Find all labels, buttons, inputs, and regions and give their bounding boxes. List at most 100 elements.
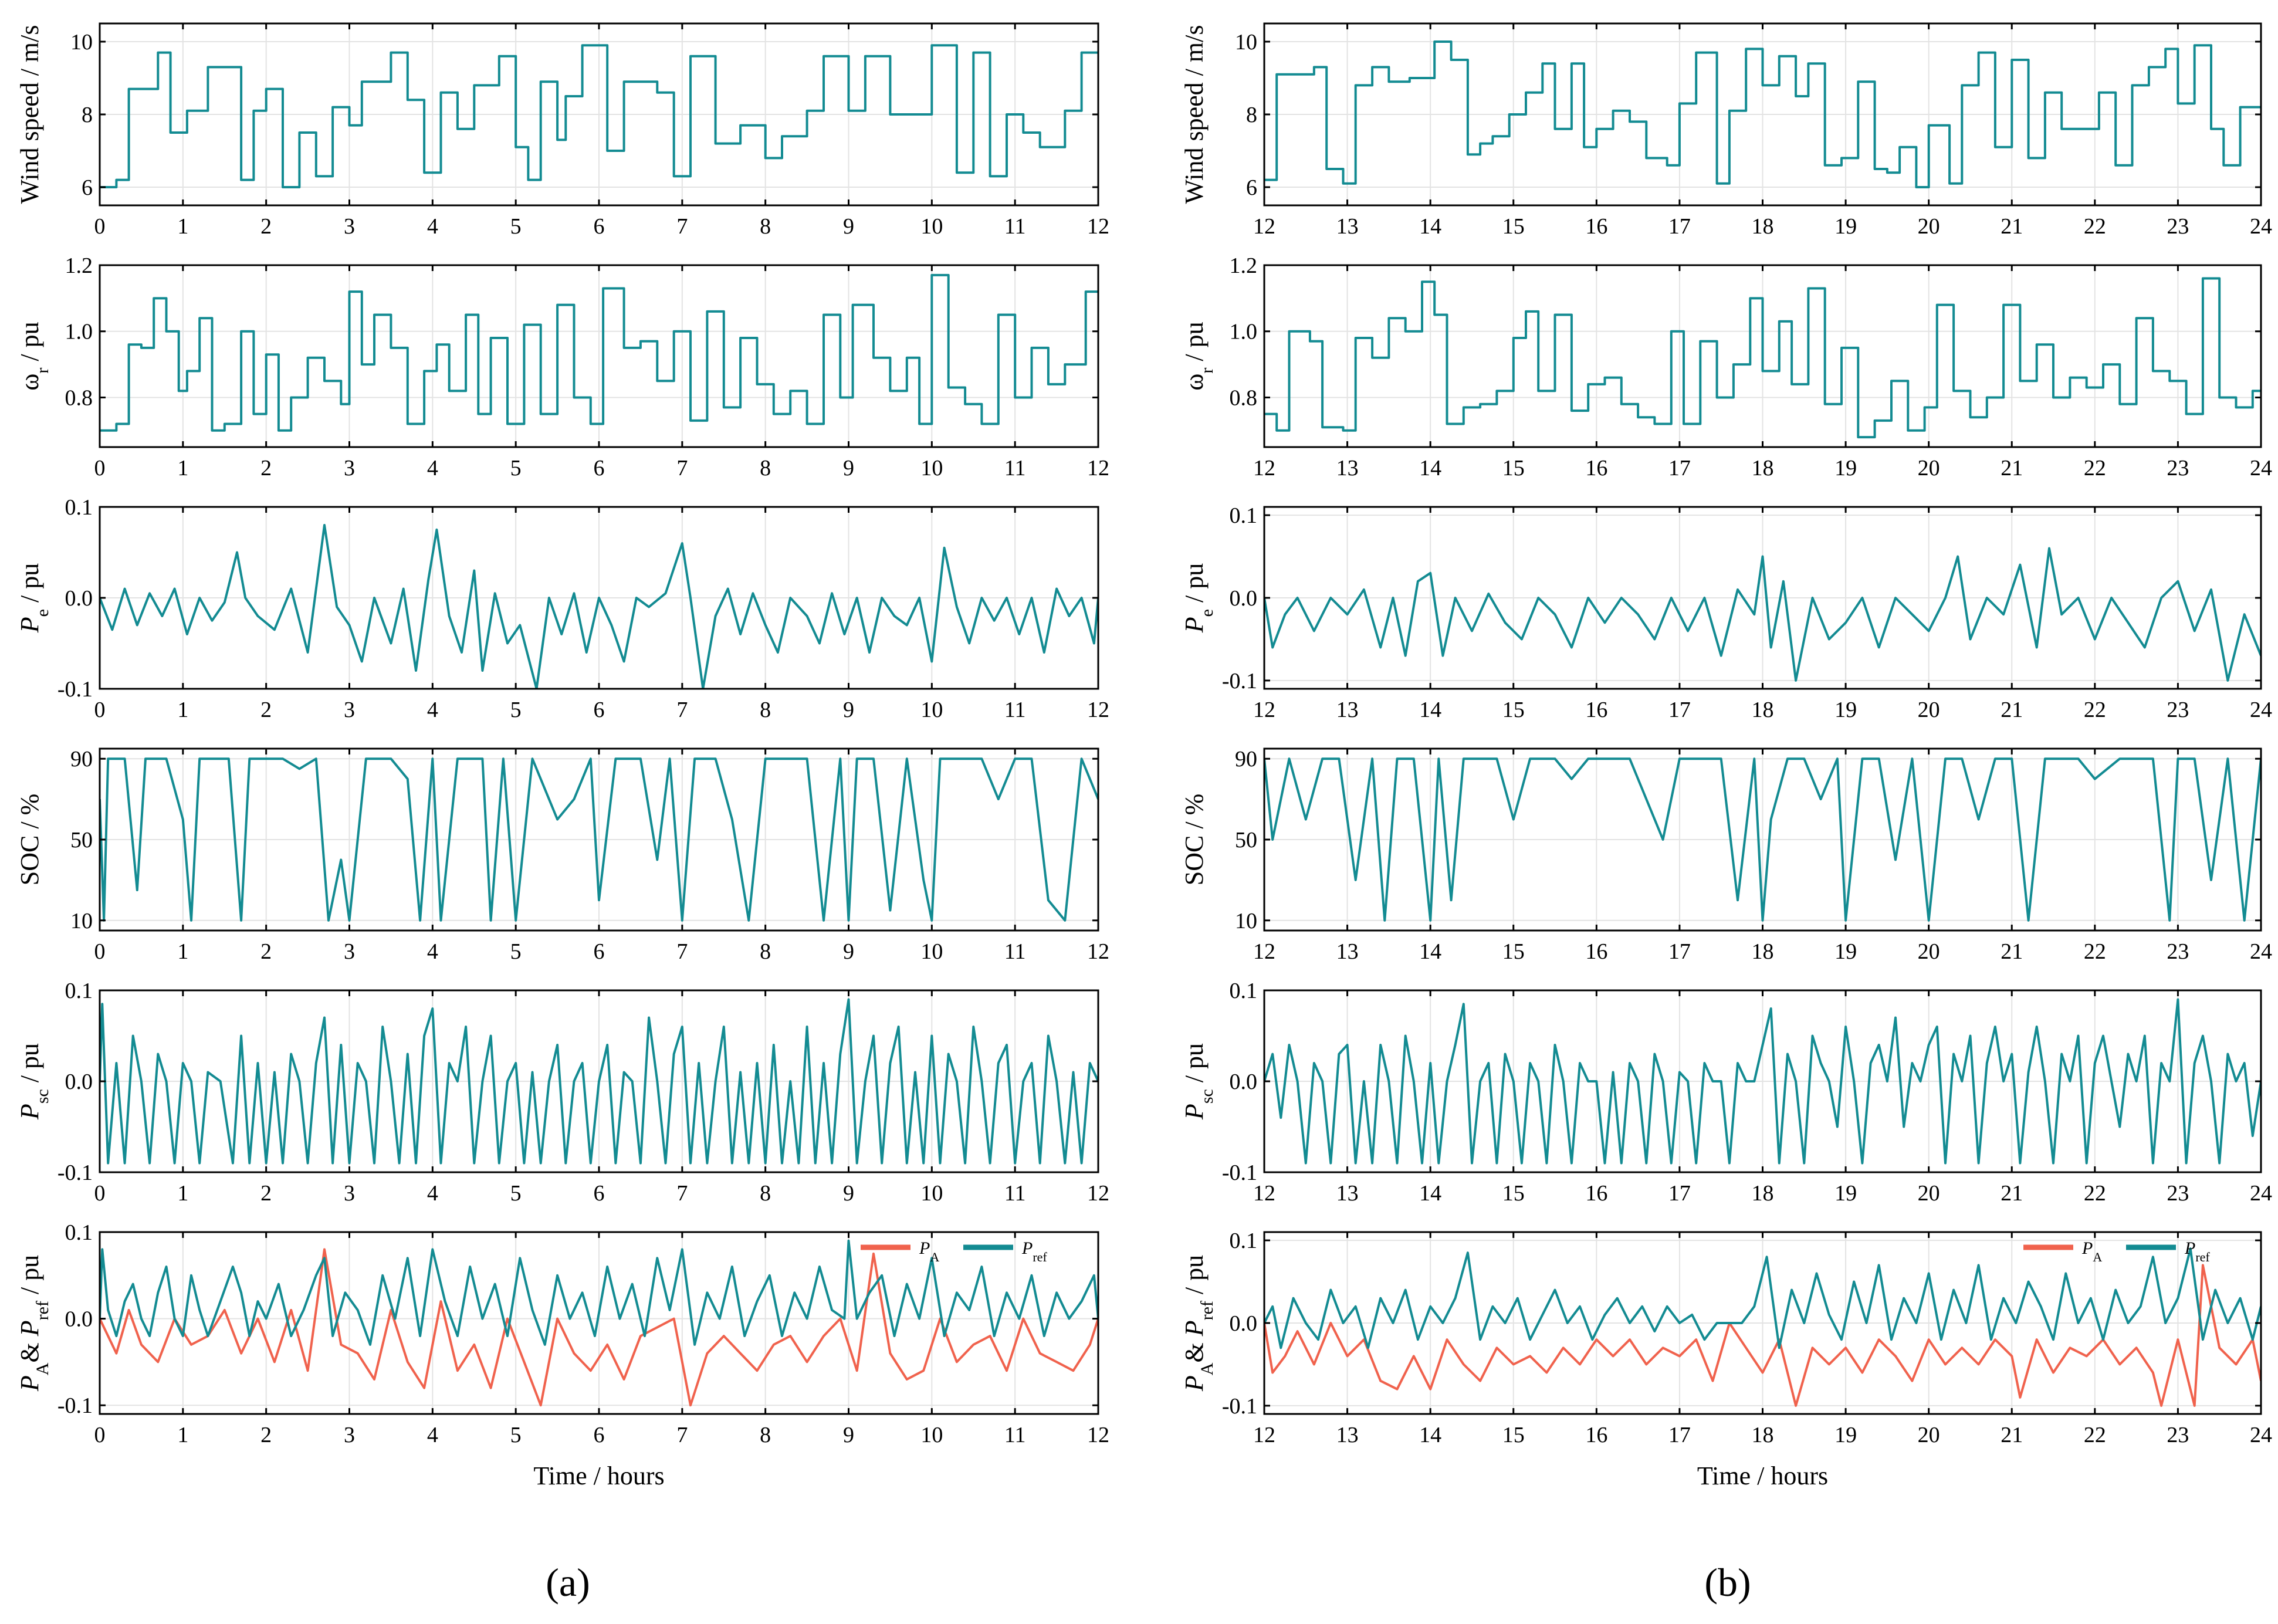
x-tick-label: 17 xyxy=(1668,214,1691,239)
chart-b-2: 12 13 14 15 16 17 18 19 20 21 22 23 24 0.8 1.0 1.2 ωr / … xyxy=(1180,253,2272,481)
x-tick-label: 11 xyxy=(1004,1181,1026,1206)
x-tick-label: 18 xyxy=(1752,214,1774,239)
x-tick-label: 24 xyxy=(2250,1181,2272,1206)
x-tick-label: 0 xyxy=(94,1423,106,1447)
x-tick-label: 19 xyxy=(1834,214,1857,239)
y-tick-label: 10 xyxy=(70,909,93,933)
y-axis-label: Psc / pu xyxy=(1180,1043,1217,1120)
x-tick-label: 17 xyxy=(1668,939,1691,964)
x-tick-label: 24 xyxy=(2250,698,2272,722)
x-tick-label: 12 xyxy=(1087,939,1109,964)
y-tick-label: 1.2 xyxy=(1230,253,1258,278)
x-tick-label: 11 xyxy=(1004,456,1026,481)
x-tick-label: 23 xyxy=(2167,214,2189,239)
x-tick-label: 12 xyxy=(1253,214,1275,239)
x-tick-label: 24 xyxy=(2250,1423,2272,1447)
y-tick-label: 6 xyxy=(82,175,93,200)
x-tick-label: 22 xyxy=(2084,698,2106,722)
x-tick-label: 4 xyxy=(427,939,438,964)
x-tick-label: 0 xyxy=(94,1181,106,1206)
x-tick-label: 7 xyxy=(676,939,688,964)
x-tick-label: 1 xyxy=(177,456,188,481)
x-tick-label: 24 xyxy=(2250,939,2272,964)
x-tick-label: 4 xyxy=(427,456,438,481)
y-tick-label: 0.8 xyxy=(65,385,93,410)
y-tick-label: 1.2 xyxy=(65,253,93,278)
x-tick-label: 21 xyxy=(2001,214,2023,239)
y-axis-label: PA& Pref / pu xyxy=(15,1255,52,1392)
x-tick-label: 22 xyxy=(2084,214,2106,239)
y-tick-label: 1.0 xyxy=(1230,320,1258,344)
x-tick-label: 17 xyxy=(1668,698,1691,722)
x-tick-label: 1 xyxy=(177,214,188,239)
x-tick-label: 6 xyxy=(594,456,605,481)
y-axis-label: Pe / pu xyxy=(15,563,52,633)
x-tick-label: 4 xyxy=(427,214,438,239)
series-line-pe xyxy=(100,524,1098,689)
series-line-soc xyxy=(1264,757,2261,922)
x-tick-label: 15 xyxy=(1502,456,1525,481)
y-tick-label: 0.1 xyxy=(1230,979,1258,1003)
y-tick-label: 0.8 xyxy=(1230,385,1258,410)
x-tick-label: 17 xyxy=(1668,1423,1691,1447)
x-tick-label: 2 xyxy=(260,456,272,481)
chart-b-4: 12 13 14 15 16 17 18 19 20 21 22 23 24 10 50 90 SOC / % xyxy=(1180,747,2272,964)
y-tick-label: -0.1 xyxy=(57,677,93,702)
x-tick-label: 15 xyxy=(1502,1423,1525,1447)
x-tick-label: 19 xyxy=(1834,1423,1857,1447)
y-tick-label: 0.0 xyxy=(1230,1070,1258,1094)
y-tick-label: 0.1 xyxy=(1230,503,1258,528)
series-line-pa xyxy=(100,1248,1098,1407)
x-tick-label: 19 xyxy=(1834,1181,1857,1206)
x-tick-label: 15 xyxy=(1502,698,1525,722)
x-tick-label: 11 xyxy=(1004,214,1026,239)
y-tick-label: 0.1 xyxy=(1230,1229,1258,1253)
x-tick-label: 12 xyxy=(1253,1423,1275,1447)
x-tick-label: 15 xyxy=(1502,214,1525,239)
x-tick-label: 18 xyxy=(1752,939,1774,964)
x-tick-label: 10 xyxy=(920,456,943,481)
x-tick-label: 16 xyxy=(1585,698,1607,722)
x-tick-label: 7 xyxy=(676,1181,688,1206)
x-tick-label: 12 xyxy=(1253,456,1275,481)
legend: PA Pref xyxy=(2023,1239,2210,1264)
x-tick-label: 5 xyxy=(510,939,522,964)
x-tick-label: 9 xyxy=(843,1181,854,1206)
chart-a-3: 0 1 2 3 4 5 6 7 8 9 10 11 12-0.10.00.1Pe / pu xyxy=(15,495,1109,722)
x-tick-label: 18 xyxy=(1752,456,1774,481)
y-tick-label: 10 xyxy=(1235,909,1257,933)
x-tick-label: 8 xyxy=(760,214,771,239)
chart-b-3: 12 13 14 15 16 17 18 19 20 21 22 23 24 -0.1 0.0 0.1 Pe /… xyxy=(1180,503,2272,722)
x-tick-label: 7 xyxy=(676,456,688,481)
x-tick-label: 11 xyxy=(1004,1423,1026,1447)
series-line-pe xyxy=(1264,547,2261,682)
x-tick-label: 11 xyxy=(1004,698,1026,722)
y-tick-label: 8 xyxy=(82,103,93,127)
x-tick-label: 12 xyxy=(1253,1181,1275,1206)
y-axis-label: Pe / pu xyxy=(1180,563,1217,633)
y-axis-label: Wind speed / m/s xyxy=(15,25,44,204)
y-tick-label: 10 xyxy=(1235,30,1257,55)
chart-a-2: 0 1 2 3 4 5 6 7 8 9 10 11 120.81.01.2ωr / pu xyxy=(15,253,1109,481)
x-tick-label: 13 xyxy=(1336,939,1359,964)
series-line-psc xyxy=(1264,998,2261,1165)
legend-label-pa: PA xyxy=(919,1239,939,1264)
x-tick-label: 23 xyxy=(2167,1181,2189,1206)
x-tick-label: 15 xyxy=(1502,1181,1525,1206)
x-tick-label: 22 xyxy=(2084,456,2106,481)
x-tick-label: 20 xyxy=(1918,939,1940,964)
x-tick-label: 4 xyxy=(427,1423,438,1447)
chart-b-6: 12 13 14 15 16 17 18 19 20 21 22 23 24 -0.1 0.0 0.1 PA& … xyxy=(1180,1229,2272,1490)
x-tick-label: 6 xyxy=(594,214,605,239)
y-tick-label: 50 xyxy=(70,828,93,852)
y-tick-label: 0.0 xyxy=(1230,586,1258,611)
x-tick-label: 12 xyxy=(1253,939,1275,964)
y-tick-label: 90 xyxy=(1235,747,1257,772)
chart-b-5: 12 13 14 15 16 17 18 19 20 21 22 23 24 -0.1 0.0 0.1 Psc … xyxy=(1180,979,2272,1206)
x-tick-label: 19 xyxy=(1834,456,1857,481)
x-tick-label: 16 xyxy=(1585,1181,1607,1206)
x-tick-label: 24 xyxy=(2250,214,2272,239)
x-tick-label: 5 xyxy=(510,456,522,481)
